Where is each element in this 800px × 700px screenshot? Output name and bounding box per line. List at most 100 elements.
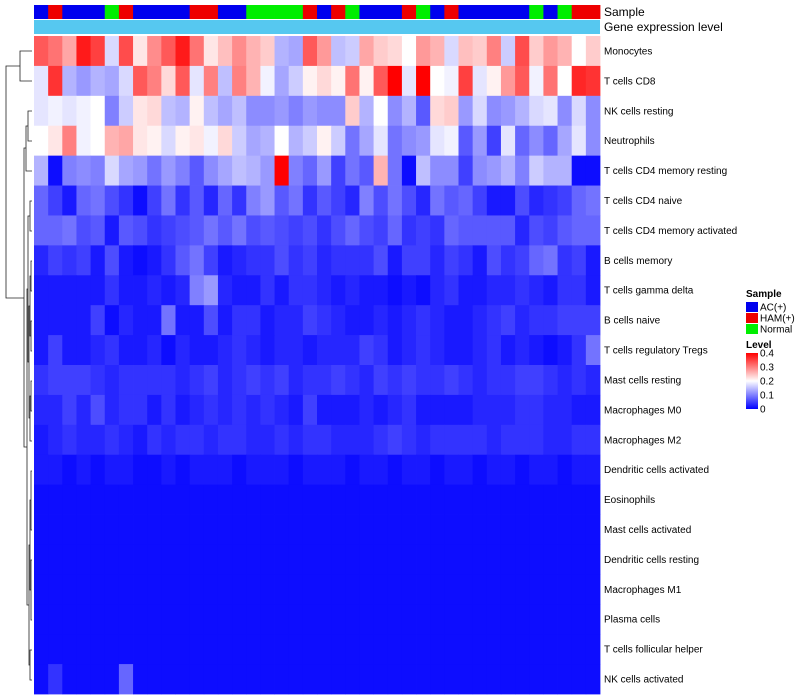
heatmap-cell bbox=[529, 574, 544, 605]
heatmap-cell bbox=[203, 125, 219, 157]
heatmap-cell bbox=[557, 305, 573, 336]
heatmap-cell bbox=[34, 245, 49, 276]
heatmap-cell bbox=[104, 424, 120, 456]
sample-annotation-cell bbox=[161, 5, 176, 19]
heatmap-cell bbox=[133, 514, 148, 545]
heatmap-cell bbox=[331, 365, 346, 396]
heatmap-cell bbox=[118, 36, 134, 67]
heatmap-cell bbox=[260, 514, 275, 545]
heatmap-cell bbox=[302, 514, 318, 545]
heatmap-cell bbox=[48, 215, 63, 246]
heatmap-cell bbox=[104, 484, 120, 515]
heatmap-cell bbox=[317, 305, 332, 336]
heatmap-cell bbox=[90, 365, 106, 396]
heatmap-cell bbox=[331, 65, 346, 97]
heatmap-cell bbox=[246, 514, 261, 545]
heatmap-cell bbox=[189, 424, 205, 456]
heatmap-cell bbox=[161, 335, 176, 366]
heatmap-cell bbox=[189, 275, 205, 306]
heatmap-cell bbox=[359, 215, 374, 246]
heatmap-cell bbox=[430, 544, 445, 575]
heatmap-cell bbox=[104, 514, 120, 545]
heatmap-cell bbox=[458, 634, 474, 665]
heatmap-cell bbox=[274, 335, 290, 366]
heatmap-cell bbox=[76, 245, 91, 276]
heatmap-cell bbox=[104, 245, 120, 276]
sample-annotation-cell bbox=[90, 5, 106, 19]
sample-annotation-cell bbox=[48, 5, 63, 19]
heatmap-cell bbox=[288, 664, 304, 695]
heatmap-cell bbox=[147, 335, 162, 366]
heatmap-cell bbox=[543, 155, 558, 186]
heatmap-cell bbox=[147, 245, 162, 276]
sample-annotation-cell bbox=[416, 5, 431, 19]
heatmap-cell bbox=[161, 155, 176, 186]
heatmap-cell bbox=[430, 574, 445, 605]
heatmap-cell bbox=[62, 65, 77, 97]
heatmap-cell bbox=[189, 185, 205, 216]
row-label: T cells CD8 bbox=[604, 76, 656, 87]
heatmap-cell bbox=[161, 305, 176, 336]
heatmap-cell bbox=[104, 604, 120, 635]
heatmap-cell bbox=[118, 125, 134, 157]
heatmap-cell bbox=[430, 424, 445, 456]
heatmap-cell bbox=[317, 394, 332, 426]
heatmap-cell bbox=[161, 484, 176, 515]
heatmap-cell bbox=[472, 155, 488, 186]
heatmap-cell bbox=[373, 514, 389, 545]
heatmap-cell bbox=[444, 634, 459, 665]
gene-expression-bar bbox=[34, 20, 600, 34]
heatmap-cell bbox=[232, 65, 247, 97]
row-label: T cells follicular helper bbox=[604, 645, 703, 656]
heatmap-cell bbox=[500, 424, 516, 456]
heatmap-cell bbox=[416, 544, 431, 575]
heatmap-cell bbox=[104, 275, 120, 306]
row-label: B cells naive bbox=[604, 316, 661, 327]
heatmap-cell bbox=[585, 215, 601, 246]
heatmap-cell bbox=[472, 544, 488, 575]
heatmap-cell bbox=[133, 95, 148, 127]
heatmap-cell bbox=[161, 65, 176, 97]
heatmap-cell bbox=[76, 335, 91, 366]
heatmap-cell bbox=[458, 36, 474, 67]
row-label: T cells CD4 naive bbox=[604, 196, 683, 207]
heatmap-cell bbox=[401, 484, 417, 515]
sample-annotation-cell bbox=[359, 5, 374, 19]
heatmap-cell bbox=[345, 604, 360, 635]
heatmap-cell bbox=[203, 664, 219, 695]
heatmap-cell bbox=[571, 634, 587, 665]
heatmap-cell bbox=[246, 604, 261, 635]
heatmap-cell bbox=[246, 574, 261, 605]
heatmap-cell bbox=[472, 215, 488, 246]
heatmap-cell bbox=[543, 36, 558, 67]
heatmap-cell bbox=[444, 604, 459, 635]
heatmap-cell bbox=[175, 335, 191, 366]
heatmap-cell bbox=[529, 424, 544, 456]
heatmap-cell bbox=[90, 155, 106, 186]
heatmap-cell bbox=[458, 514, 474, 545]
heatmap-cell bbox=[401, 544, 417, 575]
heatmap-cell bbox=[217, 424, 233, 456]
heatmap-cell bbox=[34, 424, 49, 456]
heatmap-cell bbox=[260, 275, 275, 306]
heatmap-cell bbox=[387, 36, 403, 67]
heatmap-cell bbox=[62, 185, 77, 216]
heatmap-cell bbox=[302, 664, 318, 695]
heatmap-cell bbox=[175, 664, 191, 695]
dendrogram-branch bbox=[29, 200, 32, 232]
heatmap-cell bbox=[118, 574, 134, 605]
heatmap-cell bbox=[515, 365, 530, 396]
heatmap-cell bbox=[359, 335, 374, 366]
heatmap-cell bbox=[543, 394, 558, 426]
heatmap-cell bbox=[76, 365, 91, 396]
heatmap-cell bbox=[557, 604, 573, 635]
heatmap-cell bbox=[472, 604, 488, 635]
heatmap-cell bbox=[387, 634, 403, 665]
heatmap-cell bbox=[104, 125, 120, 157]
heatmap-cell bbox=[34, 365, 49, 396]
heatmap-cell bbox=[232, 394, 247, 426]
heatmap-cell bbox=[274, 365, 290, 396]
heatmap-cell bbox=[161, 634, 176, 665]
heatmap-cell bbox=[585, 185, 601, 216]
row-label: T cells CD4 memory resting bbox=[604, 166, 727, 177]
